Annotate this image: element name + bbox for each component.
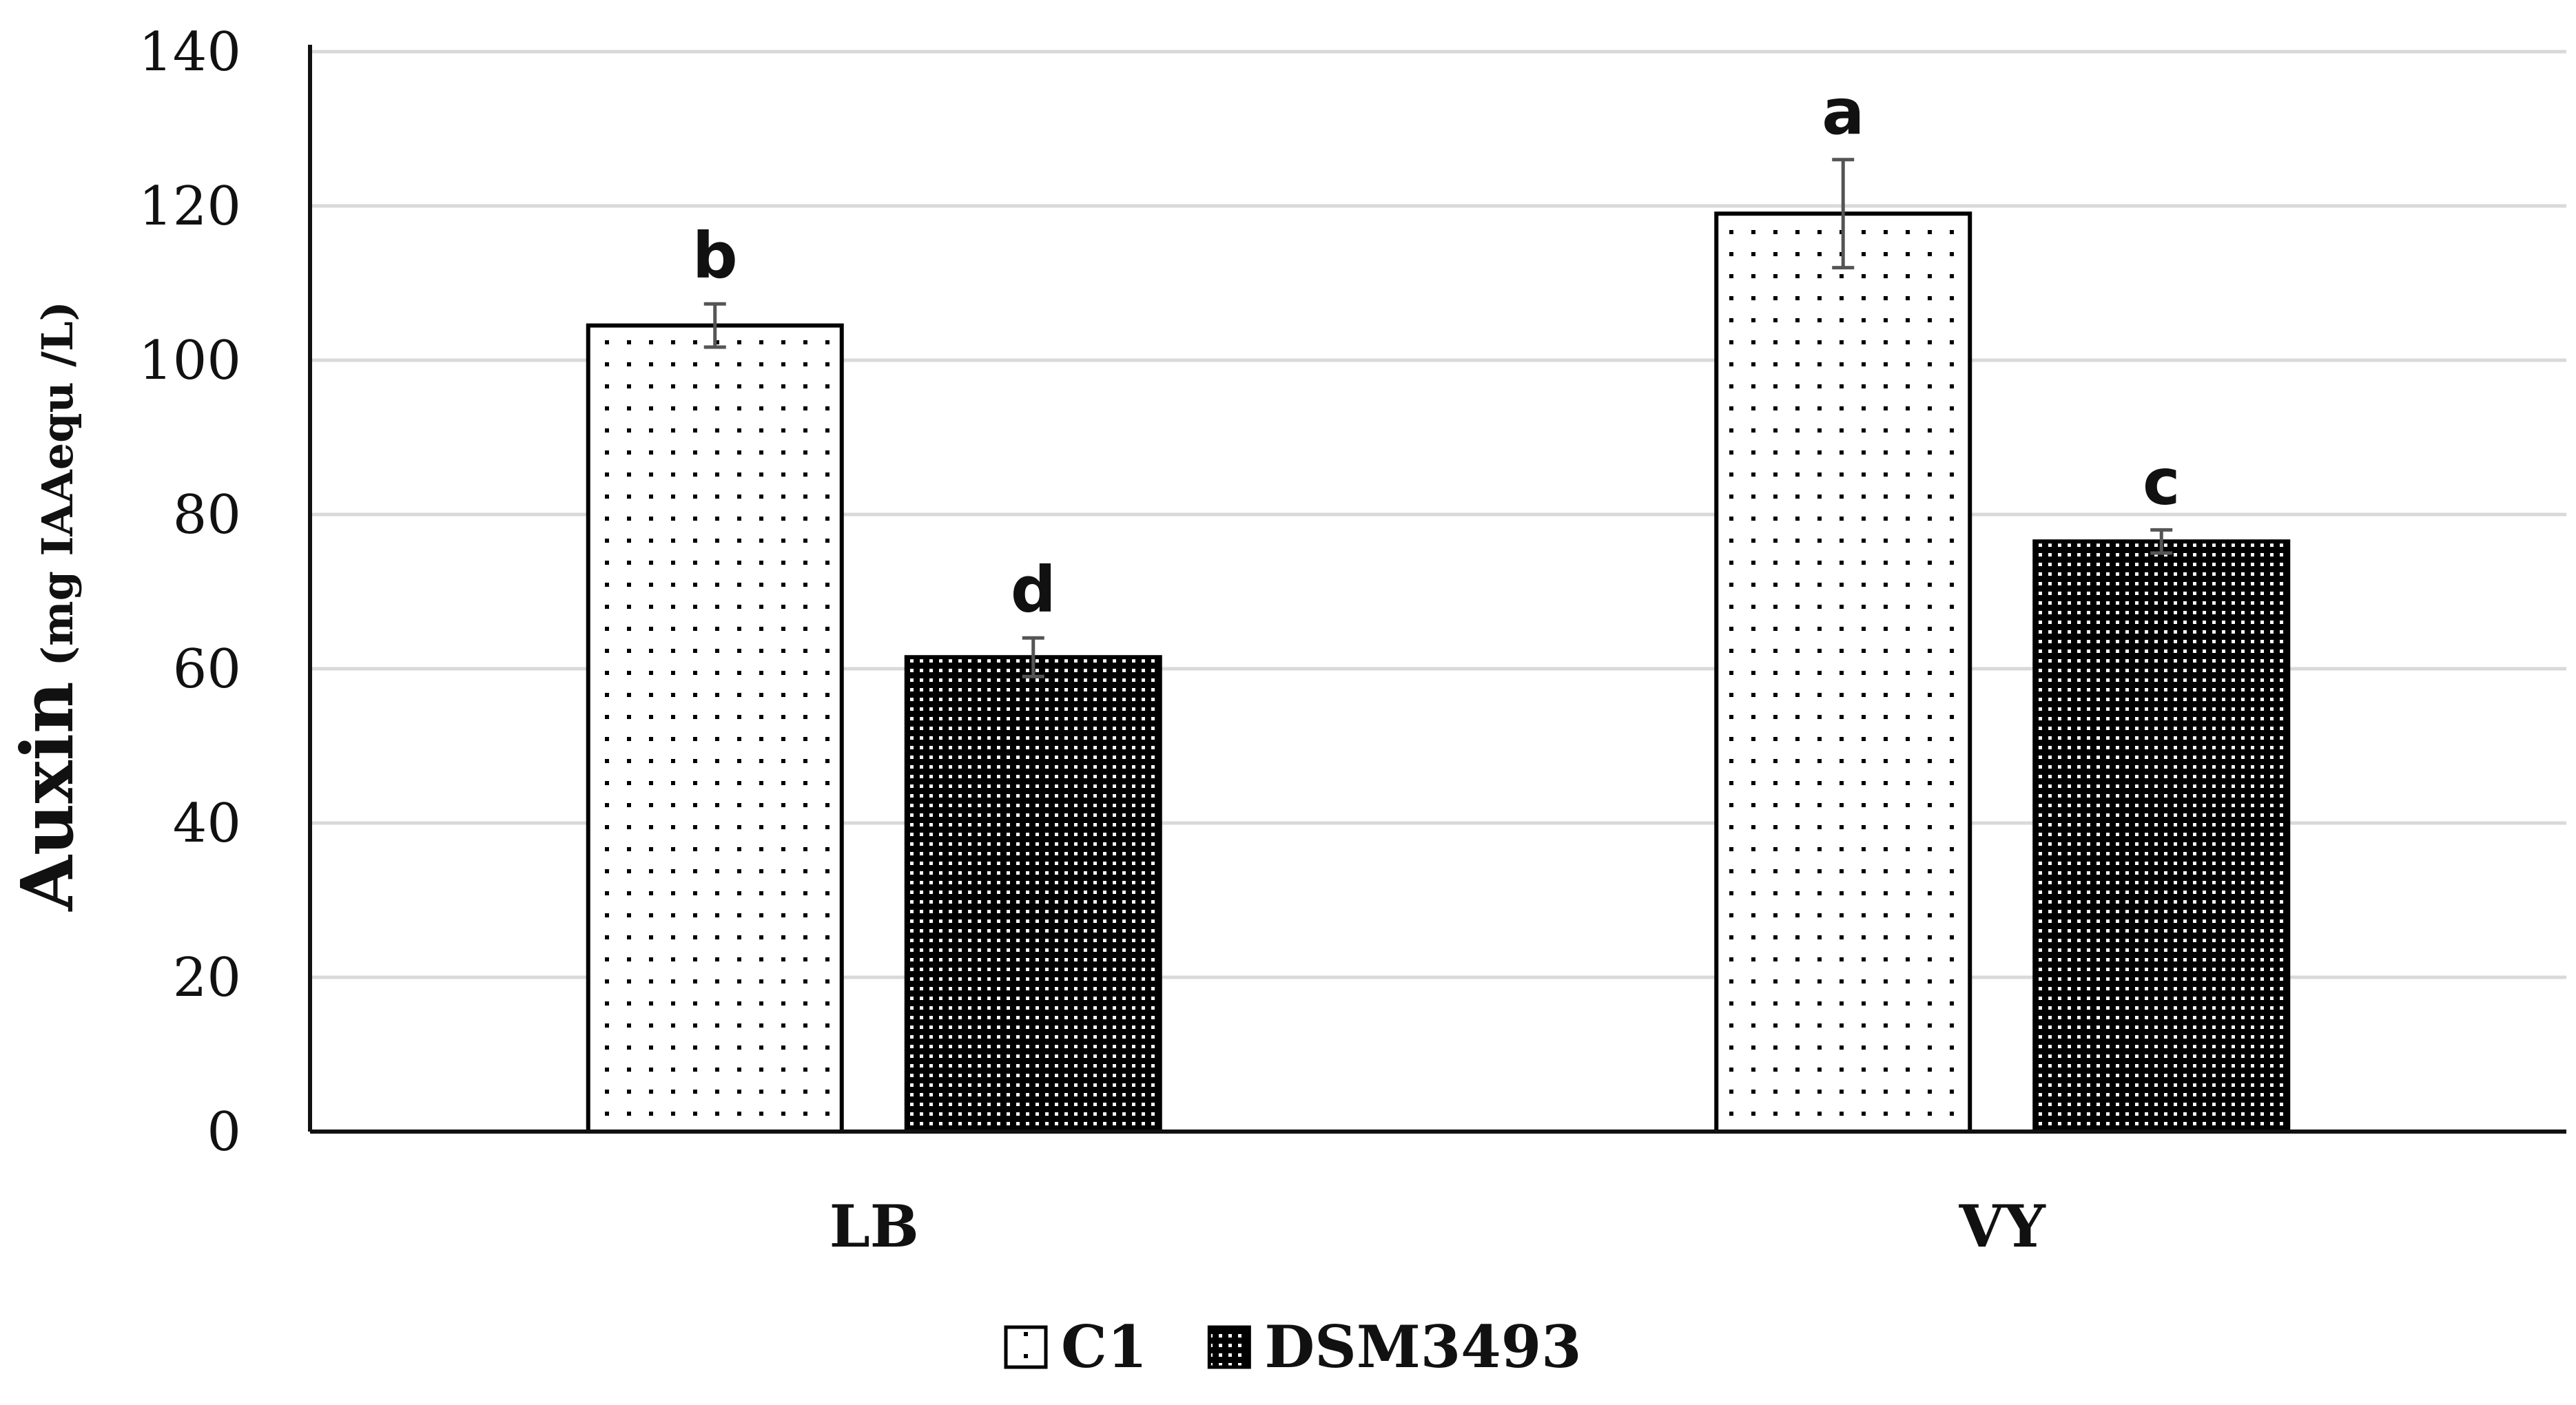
significance-label: c [2143, 445, 2181, 519]
bar-c1-vy [1714, 211, 1972, 1134]
y-tick-label: 120 [138, 176, 241, 238]
y-axis-title-main: Auxin [5, 681, 90, 911]
significance-label: a [1822, 75, 1864, 149]
y-tick-label: 20 [173, 947, 241, 1009]
error-bar [2150, 528, 2173, 555]
legend-swatch [1004, 1325, 1048, 1369]
x-category-labels: LB VY [830, 1192, 2046, 1260]
bar-dsm3493-lb [904, 655, 1162, 1134]
error-bar [703, 302, 726, 349]
legend-item-c1: C1 [1004, 1313, 1147, 1381]
significance-label: d [1011, 553, 1056, 627]
legend-label: C1 [1061, 1313, 1147, 1381]
significance-label: b [692, 219, 738, 293]
axes [308, 45, 2566, 1134]
legend-label: DSM3493 [1264, 1313, 1581, 1381]
y-tick-labels: 0 20 40 60 80 100 120 140 [138, 21, 241, 1163]
legend: C1 DSM3493 [1004, 1313, 1582, 1381]
y-axis-title: Auxin (mg IAAequ /L) [5, 301, 90, 912]
error-bar [1832, 158, 1855, 270]
y-axis-title-unit: (mg IAAequ /L) [32, 301, 83, 666]
error-bars [703, 158, 2173, 678]
y-tick-label: 100 [138, 330, 241, 392]
bar-dsm3493-vy [2032, 539, 2291, 1134]
legend-item-dsm3493: DSM3493 [1207, 1313, 1582, 1381]
legend-swatch [1207, 1325, 1251, 1369]
bar-c1-lb [586, 323, 844, 1134]
y-tick-label: 60 [173, 638, 241, 700]
significance-labels: b d a c [692, 75, 2181, 627]
x-category-label: LB [830, 1192, 919, 1260]
bars [586, 211, 2291, 1134]
y-tick-label: 140 [138, 21, 241, 83]
x-category-label: VY [1959, 1192, 2046, 1260]
y-tick-label: 80 [173, 484, 241, 546]
y-tick-label: 40 [173, 793, 241, 855]
error-bar [1022, 636, 1044, 678]
y-tick-label: 0 [207, 1101, 241, 1163]
